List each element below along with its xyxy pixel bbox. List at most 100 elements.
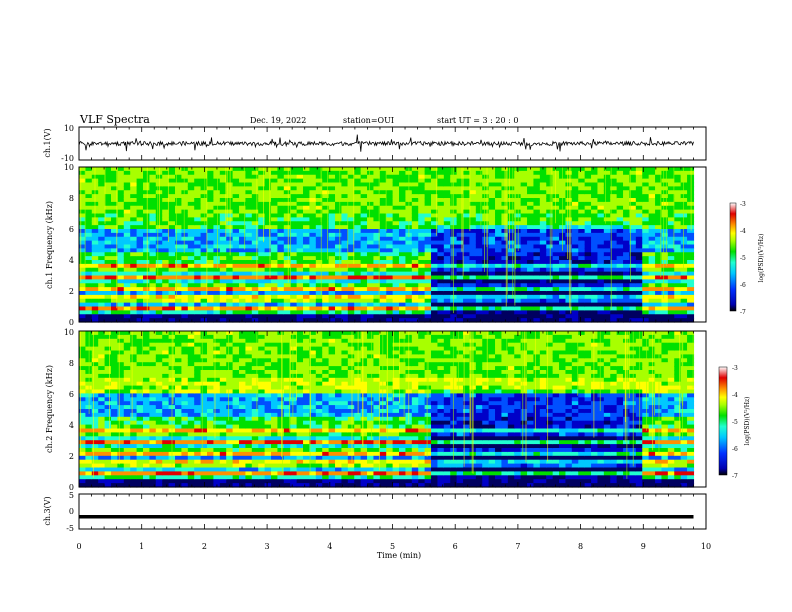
spectrogram-cell [104, 205, 112, 211]
spectrogram-cell [584, 302, 592, 308]
spectrogram-cell [373, 170, 381, 176]
spectrogram-cell [418, 225, 426, 230]
spectrogram-cell [379, 225, 387, 230]
spectrogram-cell [79, 342, 86, 348]
spectrogram-cell [232, 263, 240, 269]
spectrogram-cell [520, 260, 528, 265]
spectrogram-cell [264, 229, 272, 234]
spectrogram-cell [392, 310, 400, 315]
spectrogram-cell [463, 260, 471, 265]
spectrogram-cell [251, 213, 259, 218]
spectrogram-cell [219, 209, 227, 215]
spectrogram-cell [488, 221, 496, 226]
spectrogram-cell [117, 306, 125, 311]
spectrogram-cell [226, 213, 234, 218]
spectrogram-cell [283, 294, 291, 300]
spectrogram-cell [475, 248, 483, 253]
spectrogram-cell [437, 267, 445, 273]
spectrogram-cell [373, 283, 381, 288]
spectrogram-cell [219, 432, 227, 437]
spectrogram-cell [111, 342, 118, 348]
spectrogram-cell [411, 205, 419, 211]
spectrogram-cell [629, 221, 637, 226]
spectrogram-cell [155, 393, 163, 398]
spectrogram-cell [219, 178, 227, 184]
spectrogram-cell [239, 393, 247, 398]
spectrogram-cell [162, 213, 170, 218]
spectrogram-cell [181, 186, 189, 191]
spectrogram-cell [232, 358, 240, 363]
spectrogram-cell [507, 182, 515, 187]
spectrogram-cell [79, 370, 86, 375]
spectrogram-cell [232, 240, 240, 246]
spectrogram-cell [552, 182, 560, 187]
spectrogram-cell [315, 198, 323, 203]
spectrogram-cell [187, 381, 195, 387]
spectrogram-cell [111, 412, 118, 418]
spectrogram-cell [258, 267, 266, 273]
spectrogram-cell [136, 217, 144, 222]
spectrogram-cell [194, 358, 202, 363]
spectrogram-cell [418, 310, 426, 315]
spectrogram-cell [367, 225, 375, 230]
spectrogram-cell [591, 232, 599, 238]
spectrogram-cell [200, 314, 208, 319]
spectrogram-cell [386, 201, 394, 207]
spectrogram-cell [79, 362, 86, 367]
chart-title: VLF Spectra [79, 113, 150, 126]
spectrogram-cell [514, 271, 522, 277]
spectrogram-cell [437, 294, 445, 300]
spectrogram-cell [207, 436, 215, 441]
spectrogram-cell [226, 267, 234, 273]
spectrogram-cell [104, 342, 112, 348]
spectrogram-cell [181, 263, 189, 269]
spectrogram-cell [290, 229, 298, 234]
spectrogram-cell [399, 186, 407, 191]
spectrogram-cell [79, 174, 86, 180]
spectrogram-cell [143, 279, 151, 284]
spectrogram-cell [264, 244, 272, 249]
spectrogram-cell [578, 318, 586, 323]
spectrogram-cell [610, 244, 618, 249]
spectrogram-cell [392, 271, 400, 277]
spectrogram-cell [194, 338, 202, 344]
spectrogram-cell [546, 205, 554, 211]
spectrogram-cell [85, 232, 93, 238]
spectrogram-cell [104, 412, 112, 418]
spectrogram-cell [571, 178, 579, 184]
spectrogram-cell [200, 401, 208, 406]
spectrogram-cell [635, 287, 643, 292]
spectrogram-cell [232, 401, 240, 406]
spectrogram-cell [322, 213, 330, 218]
spectrogram-cell [546, 167, 554, 172]
spectrogram-cell [258, 190, 266, 195]
spectrogram-cell [501, 310, 509, 315]
spectrogram-cell [514, 198, 522, 203]
spectrogram-cell [143, 471, 151, 476]
spectrogram-cell [667, 318, 675, 323]
spectrogram-cell [559, 260, 567, 265]
spectrogram-cell [431, 283, 439, 288]
spectrogram-cell [616, 260, 624, 265]
spectrogram-cell [514, 256, 522, 261]
spectrogram-cell [277, 291, 285, 296]
spectrogram-cell [520, 283, 528, 288]
spectrogram-cell [354, 167, 362, 172]
spectrogram-cell [674, 205, 682, 211]
spectrogram-cell [194, 334, 202, 340]
spectrogram-cell [328, 260, 336, 265]
spectrogram-cell [309, 244, 317, 249]
spectrogram-cell [143, 310, 151, 315]
spectrogram-cell [111, 213, 118, 218]
spectrogram-cell [143, 209, 151, 215]
spectrogram-cell [463, 248, 471, 253]
spectrogram-cell [392, 190, 400, 195]
spectrogram-cell [168, 306, 176, 311]
spectrogram-cell [245, 252, 253, 257]
spectrogram-cell [629, 205, 637, 211]
spectrogram-cell [303, 310, 311, 315]
spectrogram-cell [405, 279, 413, 284]
spectrogram-cell [661, 248, 669, 253]
spectrogram-cell [175, 354, 183, 359]
spectrogram-cell [123, 389, 131, 394]
